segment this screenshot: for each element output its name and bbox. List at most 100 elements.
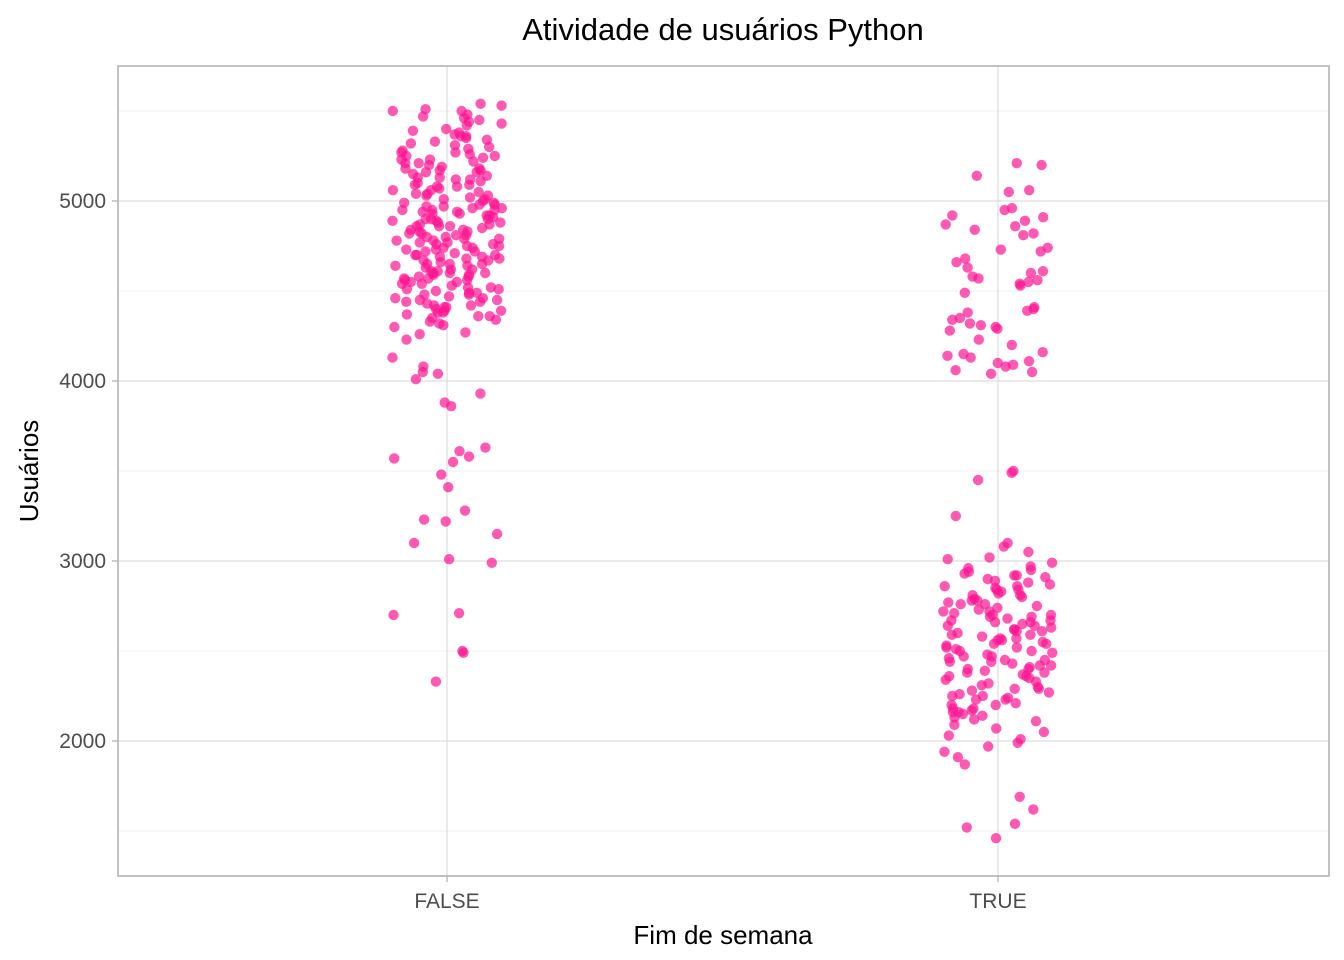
data-point	[944, 325, 955, 336]
data-point	[966, 705, 977, 716]
data-point	[939, 746, 950, 757]
data-point	[390, 260, 401, 271]
data-point	[968, 714, 980, 725]
data-point	[491, 528, 503, 540]
data-point	[939, 581, 950, 592]
data-point	[400, 163, 411, 174]
data-point	[443, 482, 454, 493]
data-point	[443, 554, 455, 565]
data-point	[992, 323, 1003, 334]
data-point	[475, 98, 486, 110]
data-point	[451, 181, 463, 192]
data-point	[1035, 246, 1046, 257]
data-point	[413, 158, 424, 169]
data-point	[387, 185, 399, 196]
data-point	[1046, 557, 1058, 568]
data-point	[969, 224, 980, 235]
data-point	[1026, 366, 1038, 378]
y-tick-label: 2000	[59, 730, 106, 753]
data-point	[493, 284, 504, 295]
data-point	[430, 676, 442, 687]
data-point	[401, 244, 412, 255]
data-point	[484, 219, 495, 230]
x-tick-label: FALSE	[414, 890, 479, 913]
data-point	[480, 267, 491, 279]
data-point	[973, 334, 984, 345]
data-point	[1031, 600, 1043, 612]
data-point	[1011, 642, 1023, 653]
data-point	[950, 510, 961, 522]
data-point	[941, 642, 952, 653]
data-point	[947, 210, 958, 221]
data-point	[1038, 212, 1049, 223]
data-point	[964, 318, 976, 329]
data-point	[1025, 564, 1037, 576]
data-point	[991, 723, 1002, 734]
data-point	[1028, 228, 1039, 239]
data-point	[446, 280, 457, 291]
data-point	[387, 352, 398, 363]
data-point	[952, 752, 964, 763]
data-point	[991, 584, 1002, 595]
data-point	[966, 685, 978, 696]
data-point	[420, 167, 432, 178]
data-point	[467, 242, 478, 253]
data-point	[1021, 671, 1032, 682]
data-point	[998, 541, 1009, 552]
data-point	[397, 204, 408, 216]
data-point	[1044, 579, 1056, 590]
data-point	[1000, 361, 1011, 372]
data-point	[431, 215, 442, 226]
data-point	[401, 309, 413, 320]
data-point	[454, 446, 465, 457]
data-point	[420, 246, 431, 257]
data-point	[474, 296, 486, 307]
data-point	[995, 244, 1006, 255]
data-point	[434, 165, 445, 176]
data-point	[455, 131, 467, 142]
axes: 2000 3000 4000 5000 FALSE TRUE	[59, 190, 1026, 913]
data-point	[437, 307, 449, 318]
data-point	[410, 374, 422, 385]
data-point	[436, 469, 447, 480]
data-point	[953, 707, 964, 718]
data-point	[417, 366, 428, 378]
data-point	[405, 138, 417, 149]
data-point	[1002, 613, 1013, 624]
data-point	[942, 620, 953, 631]
data-point	[1025, 267, 1037, 279]
panel-border	[117, 65, 1330, 877]
data-point	[944, 656, 955, 667]
data-point	[1009, 683, 1020, 694]
data-point	[942, 350, 953, 361]
data-point	[404, 228, 415, 239]
data-point	[1025, 629, 1036, 640]
data-point	[486, 557, 497, 568]
data-point	[480, 442, 491, 453]
data-point	[460, 327, 471, 338]
data-point	[975, 320, 987, 331]
data-point	[464, 179, 475, 190]
data-point	[1006, 339, 1017, 351]
data-point	[444, 221, 456, 232]
data-point	[496, 118, 507, 129]
data-point	[474, 199, 485, 210]
data-point	[416, 278, 427, 289]
data-point	[972, 474, 984, 486]
data-point	[999, 204, 1010, 216]
data-point	[432, 368, 444, 379]
data-point	[421, 201, 432, 212]
data-point	[489, 150, 500, 162]
data-point	[1016, 591, 1028, 603]
data-point	[435, 257, 446, 268]
data-point	[412, 172, 423, 183]
data-point	[990, 699, 1001, 711]
data-point	[476, 258, 488, 270]
data-point	[959, 759, 970, 770]
data-point	[1012, 737, 1023, 748]
y-axis-title: Usuários	[14, 420, 44, 523]
data-point	[1037, 266, 1049, 277]
data-point	[1015, 280, 1026, 291]
data-point	[418, 255, 429, 266]
